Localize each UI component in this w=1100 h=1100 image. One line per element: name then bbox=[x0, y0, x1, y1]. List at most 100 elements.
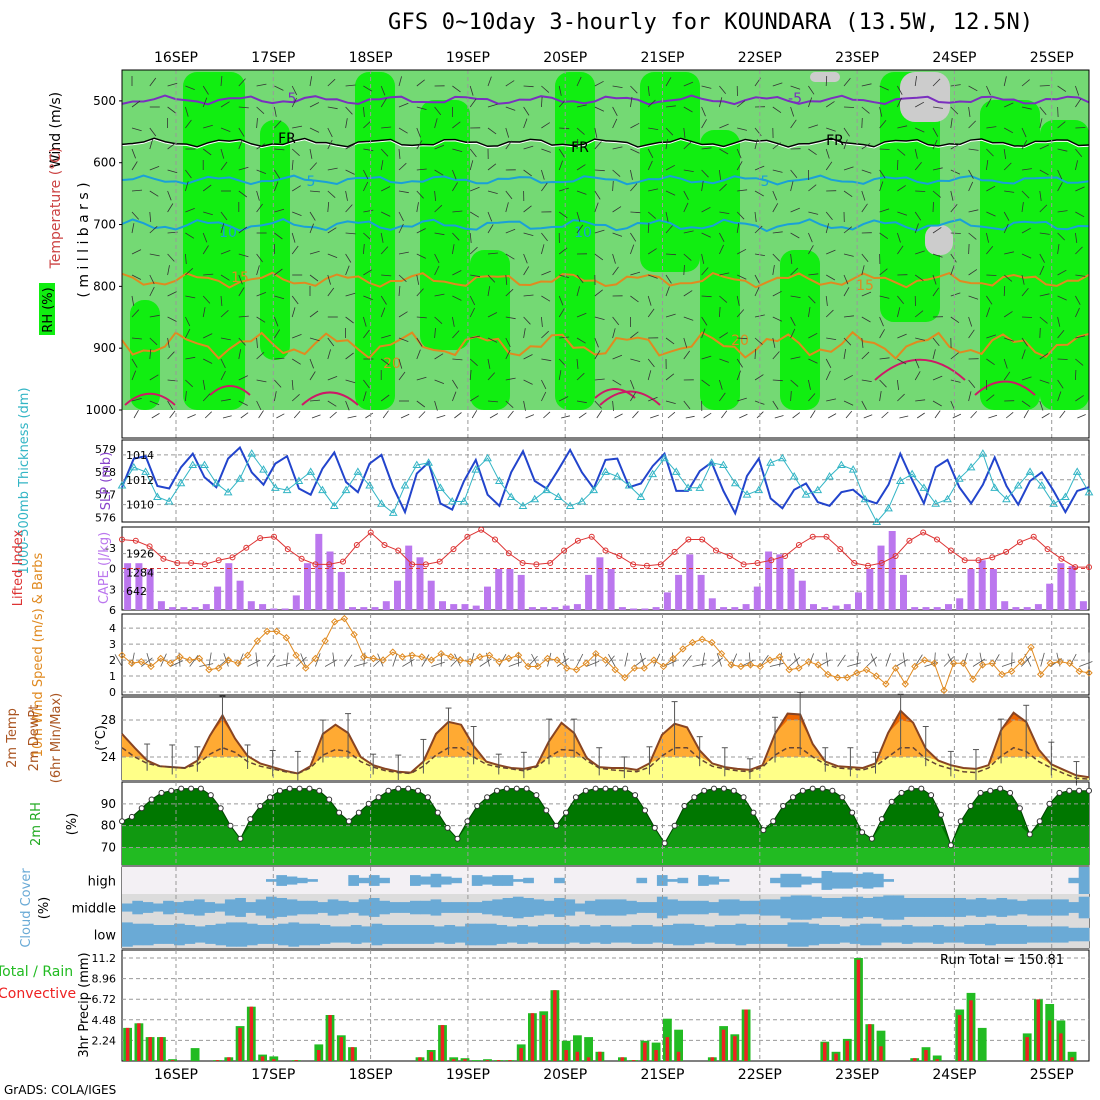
rh-point bbox=[494, 787, 500, 794]
wind-barb bbox=[861, 316, 871, 323]
cape-bar bbox=[810, 604, 817, 610]
temp-unit-label: (°C) bbox=[94, 725, 109, 751]
wind-barb bbox=[416, 228, 426, 234]
rh-point bbox=[1076, 787, 1083, 794]
wind-barb bbox=[1059, 410, 1066, 419]
rh-point bbox=[503, 785, 510, 792]
wind-barb bbox=[683, 290, 693, 297]
wind-barb bbox=[345, 190, 348, 201]
thickness-tick-label: 577 bbox=[95, 489, 116, 502]
lifted-index-point bbox=[602, 547, 609, 554]
wind-speed-point bbox=[466, 657, 474, 666]
wind-barb bbox=[594, 289, 603, 297]
wind-barb bbox=[131, 309, 140, 318]
wind-barb bbox=[630, 331, 639, 339]
rh-point bbox=[947, 842, 954, 849]
precip-total-bar bbox=[932, 1055, 942, 1061]
pressure-axis-label: ( m i l l i b a r s ) bbox=[76, 182, 92, 297]
wind-barb bbox=[647, 370, 652, 381]
wind-barb bbox=[754, 211, 757, 222]
thickness-point bbox=[164, 497, 174, 505]
wind-speed-point bbox=[485, 651, 494, 660]
rh-point bbox=[997, 785, 1004, 792]
wind-barb bbox=[380, 232, 384, 243]
isotherm-10 bbox=[121, 218, 1090, 233]
precip-total-bar bbox=[584, 1037, 593, 1061]
wind-barb bbox=[398, 127, 408, 134]
wind-barb bbox=[843, 78, 851, 87]
wind-barb bbox=[131, 127, 142, 132]
wind-barb bbox=[363, 379, 370, 389]
cloud-bar-middle bbox=[296, 900, 308, 915]
surface-wind-barb bbox=[895, 659, 908, 667]
wind-barb bbox=[185, 328, 191, 339]
wind-barb bbox=[772, 142, 781, 150]
wind-barb bbox=[380, 98, 387, 108]
wind-barb bbox=[1021, 190, 1030, 199]
rh-point bbox=[918, 785, 925, 792]
wind-barb bbox=[647, 148, 654, 158]
wind-barb bbox=[1003, 162, 1012, 171]
wind-barb bbox=[576, 164, 586, 171]
rh-point bbox=[740, 794, 747, 801]
wind-speed-point bbox=[127, 659, 136, 667]
precip-convective-bar bbox=[710, 1057, 715, 1061]
cloud-bar-high bbox=[862, 872, 874, 889]
cloud-bar-high bbox=[831, 872, 843, 889]
day-gridlines bbox=[175, 440, 1053, 522]
wind-barb bbox=[772, 203, 779, 213]
cloud-bar-middle bbox=[461, 902, 473, 913]
thickness-point bbox=[895, 476, 905, 484]
wind-barb bbox=[790, 85, 801, 90]
wind-barb bbox=[202, 184, 212, 192]
wind-barb bbox=[220, 211, 228, 221]
wind-barb bbox=[790, 207, 800, 213]
cloud-bar-middle bbox=[934, 898, 946, 917]
wind-barb bbox=[559, 127, 570, 130]
wind-barb bbox=[202, 245, 209, 255]
wind-barb bbox=[238, 190, 248, 198]
cape-bar bbox=[1079, 601, 1087, 610]
thickness-point bbox=[306, 467, 316, 475]
isotherm-25 bbox=[599, 390, 661, 406]
rh-point bbox=[543, 807, 550, 814]
lifted-index-point bbox=[795, 542, 802, 548]
cloud-bar-low bbox=[714, 925, 726, 944]
wind-barb bbox=[274, 148, 285, 151]
cloud-bar-high bbox=[554, 877, 565, 884]
wind-speed-point bbox=[572, 665, 581, 674]
wind-barb bbox=[863, 414, 873, 419]
wind-barb bbox=[416, 376, 427, 381]
wind-speed-point bbox=[243, 651, 252, 660]
wind-barb bbox=[594, 337, 599, 348]
wind-barb bbox=[149, 337, 158, 346]
surface-wind-barb bbox=[114, 654, 123, 667]
wind-barbs-upper bbox=[131, 75, 1086, 412]
wind-barb bbox=[523, 118, 528, 129]
cloud-bar-middle bbox=[533, 899, 545, 916]
precip-convective-bar bbox=[631, 1060, 636, 1061]
wind-barb bbox=[167, 106, 176, 114]
cape-bar bbox=[337, 572, 345, 610]
wind-barb bbox=[487, 103, 498, 108]
wind-barb bbox=[632, 411, 639, 419]
wind-barb bbox=[309, 337, 320, 342]
thickness-point bbox=[931, 499, 941, 507]
wind-barb bbox=[968, 243, 970, 255]
wind-barb bbox=[950, 316, 960, 324]
thickness-point bbox=[400, 481, 410, 489]
precip-tick-label: 4.48 bbox=[92, 1014, 117, 1027]
rh-tick-label: 70 bbox=[101, 841, 116, 855]
wind-barb bbox=[914, 148, 918, 159]
thickness-point bbox=[1002, 494, 1011, 503]
cloud-bar-middle bbox=[605, 899, 617, 916]
surface-wind-barb bbox=[793, 653, 800, 667]
surface-wind-barb bbox=[902, 652, 906, 667]
rh-point bbox=[701, 787, 708, 794]
wind-barb bbox=[256, 253, 263, 263]
lifted-index-point bbox=[574, 537, 581, 544]
wind-axis-label: Wind (m/s) bbox=[48, 92, 64, 168]
wind-barb bbox=[291, 159, 294, 171]
cloud-bar-high bbox=[440, 876, 452, 885]
thickness-point bbox=[542, 485, 551, 494]
